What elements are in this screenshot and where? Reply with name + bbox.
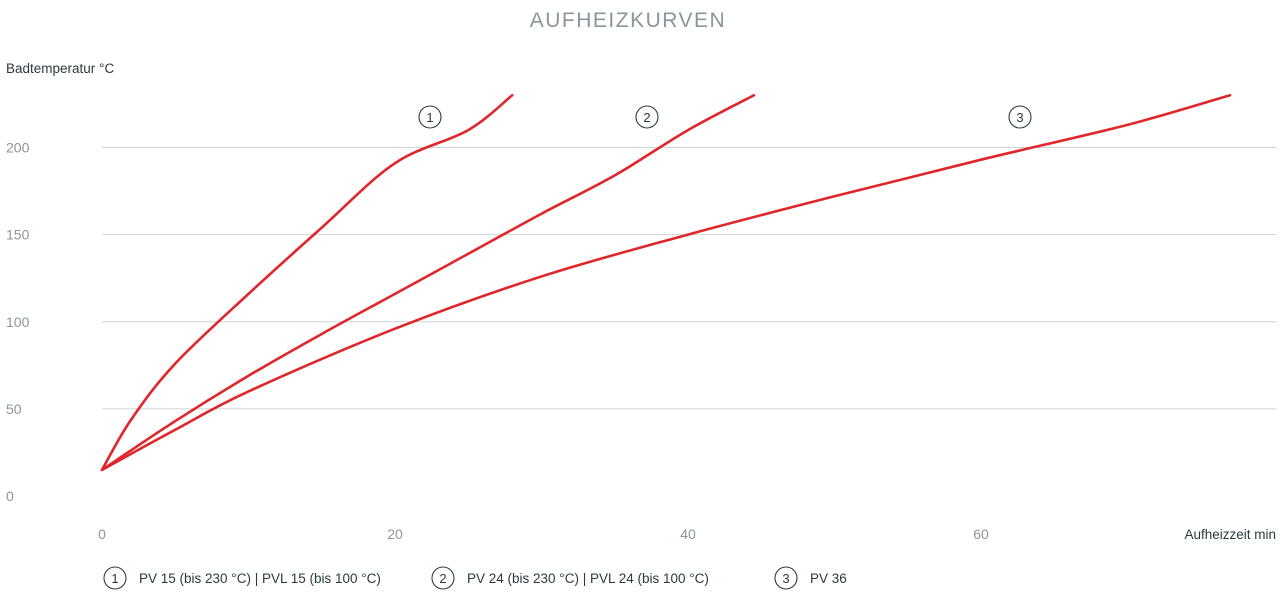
y-tick-label: 150 [6,227,30,243]
legend-label: PV 24 (bis 230 °C) | PVL 24 (bis 100 °C) [467,571,709,586]
y-tick-label: 50 [6,401,22,417]
y-tick-label: 100 [6,314,30,330]
legend-number: 1 [111,571,118,586]
curve-1 [100,93,514,472]
y-tick-label: 0 [6,488,14,504]
marker-circle [635,105,659,129]
curve-markers: 1 2 3 [418,105,1032,129]
marker-number: 3 [1016,110,1023,125]
curve-marker-2: 2 [635,105,659,129]
y-tick-label: 200 [6,140,30,156]
legend-circle [431,566,455,590]
curves [100,93,1232,472]
legend-item-3: 3 PV 36 [774,566,847,590]
x-axis-label: Aufheizzeit min [1184,527,1276,542]
marker-number: 1 [426,110,433,125]
x-tick-label: 20 [387,526,403,542]
chart-title: AUFHEIZKURVEN [530,9,726,32]
curve-marker-3: 3 [1008,105,1032,129]
legend-circle [103,566,127,590]
legend-item-2: 2 PV 24 (bis 230 °C) | PVL 24 (bis 100 °C… [431,566,709,590]
curve-2 [100,93,756,472]
x-tick-label: 0 [98,526,106,542]
marker-circle [418,105,442,129]
marker-number: 2 [643,110,650,125]
x-tick-label: 40 [680,526,696,542]
marker-circle [1008,105,1032,129]
legend-number: 3 [782,571,789,586]
axis-ticks: 0 50 100 150 200 0 20 40 60 [6,140,989,543]
legend-label: PV 36 [810,571,847,586]
legend-label: PV 15 (bis 230 °C) | PVL 15 (bis 100 °C) [139,571,381,586]
legend-circle [774,566,798,590]
curve-3 [100,93,1232,472]
curve-marker-1: 1 [418,105,442,129]
legend-number: 2 [439,571,446,586]
x-tick-label: 60 [973,526,989,542]
legend: 1 PV 15 (bis 230 °C) | PVL 15 (bis 100 °C… [103,566,847,590]
grid [102,147,1277,410]
y-axis-label: Badtemperatur °C [6,61,114,76]
legend-item-1: 1 PV 15 (bis 230 °C) | PVL 15 (bis 100 °C… [103,566,381,590]
